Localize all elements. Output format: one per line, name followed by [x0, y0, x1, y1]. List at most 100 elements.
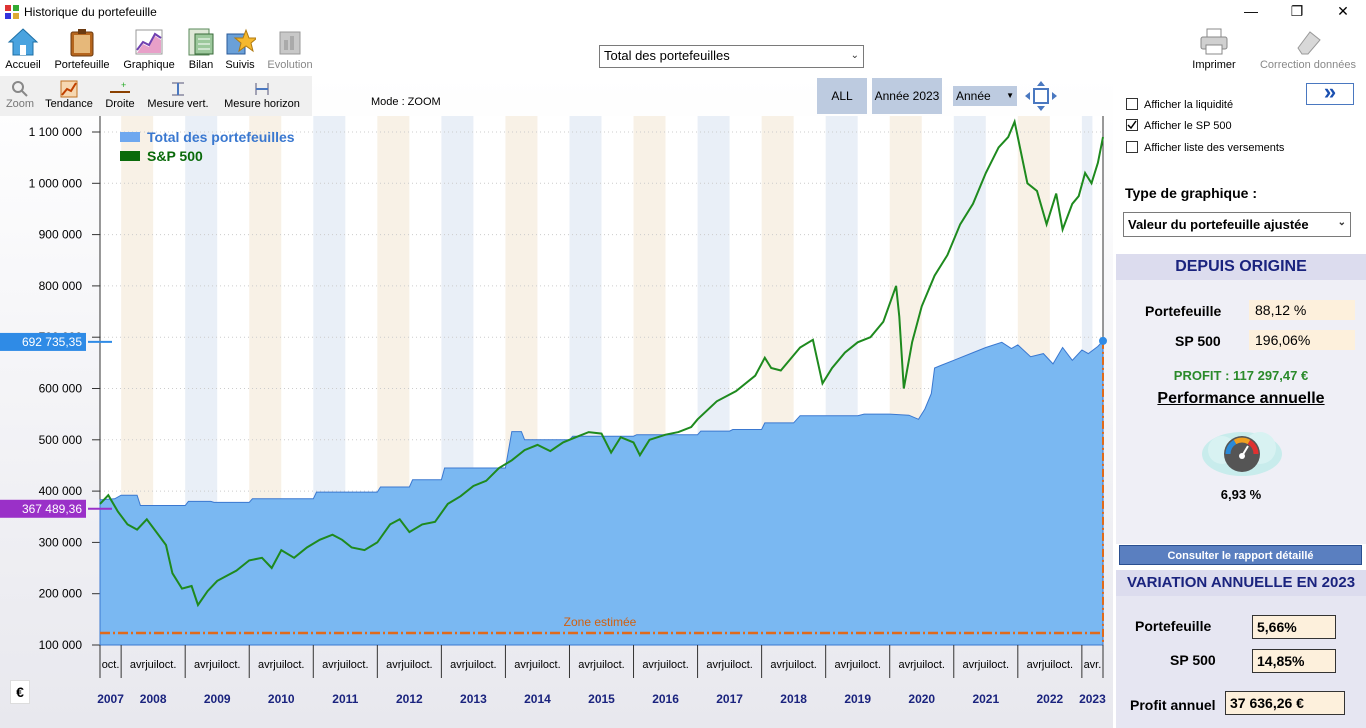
pan-arrows-icon[interactable] [1024, 80, 1058, 112]
year-label: 2015 [588, 692, 615, 706]
month-tick-label: avrjuiloct. [1027, 659, 1073, 671]
portfolio-value-marker [0, 332, 86, 351]
graphique-button[interactable]: Graphique [120, 26, 178, 71]
year-label: 2010 [268, 692, 295, 706]
month-tick-label: avrjuiloct. [578, 659, 624, 671]
sp500-value-marker [0, 499, 86, 518]
evolution-button[interactable]: Evolution [262, 26, 318, 71]
title-bar: Historique du portefeuille — ❐ ✕ [0, 0, 1366, 24]
portefeuille-button[interactable]: Portefeuille [50, 26, 114, 71]
year-label: 2018 [780, 692, 807, 706]
main-toolbar: Accueil Portefeuille Graphique Bilan Sui… [0, 24, 1366, 76]
eraser-icon [1297, 31, 1321, 55]
liquidite-label: Afficher la liquidité [1144, 99, 1234, 111]
imprimer-label: Imprimer [1192, 59, 1236, 71]
profit-annuel-value: 37 636,26 € [1225, 691, 1345, 715]
month-tick-label: oct. [102, 659, 120, 671]
year-label: 2013 [460, 692, 487, 706]
droite-button[interactable]: + Droite [102, 80, 138, 110]
minimize-button[interactable]: — [1244, 3, 1258, 19]
annee-select[interactable]: Année ▼ [953, 86, 1017, 106]
month-tick-label: avrjuiloct. [258, 659, 304, 671]
correction-button[interactable]: Correction données [1254, 26, 1362, 71]
mesure-vert-button[interactable]: Mesure vert. [144, 80, 212, 110]
accueil-button[interactable]: Accueil [4, 26, 42, 71]
versements-checkbox[interactable]: Afficher liste des versements [1126, 141, 1284, 154]
sp500-line [99, 118, 1104, 608]
checkmark-icon [1126, 119, 1138, 131]
performance-value: 6,93 % [1220, 487, 1262, 502]
y-tick-label: 300 000 [39, 535, 83, 549]
home-icon [7, 28, 39, 56]
type-graphique-select[interactable]: Valeur du portefeuille ajustée ⌄ [1123, 212, 1351, 237]
zoom-button[interactable]: Zoom [4, 80, 36, 110]
dropdown-arrow-icon: ▼ [1006, 91, 1014, 100]
year-label: 2020 [908, 692, 935, 706]
y-tick-label: 900 000 [39, 228, 83, 242]
checkbox-box [1126, 98, 1138, 110]
gauge-cloud-icon [1202, 432, 1282, 476]
evolution-icon [279, 31, 301, 55]
annee-select-value: Année [956, 89, 991, 103]
var-portefeuille-label: Portefeuille [1135, 618, 1212, 634]
year-label: 2014 [524, 692, 551, 706]
profit-label: PROFIT : 117 297,47 € [1173, 368, 1309, 383]
expand-button[interactable]: » [1306, 81, 1354, 105]
annee-2023-button[interactable]: Année 2023 [872, 78, 942, 114]
versements-label: Afficher liste des versements [1144, 142, 1285, 154]
vertical-measure-icon [172, 82, 184, 96]
consulter-rapport-button[interactable]: Consulter le rapport détaillé [1119, 545, 1362, 565]
portfolio-value-label: 692 735,35 [22, 335, 82, 349]
y-tick-label: 100 000 [39, 638, 83, 652]
imprimer-button[interactable]: Imprimer [1188, 26, 1240, 71]
bilan-button[interactable]: Bilan [184, 26, 218, 71]
tendance-button[interactable]: Tendance [42, 80, 96, 110]
currency-badge: € [10, 680, 30, 704]
type-graphique-value: Valeur du portefeuille ajustée [1128, 217, 1309, 232]
bilan-label: Bilan [188, 59, 214, 71]
suivis-button[interactable]: Suivis [222, 26, 258, 71]
var-sp500-label: SP 500 [1170, 652, 1216, 668]
sp500-label-origin: SP 500 [1175, 333, 1221, 349]
year-label: 2017 [716, 692, 743, 706]
maximize-button[interactable]: ❐ [1290, 3, 1304, 19]
chart-icon [135, 29, 163, 55]
liquidite-checkbox[interactable]: Afficher la liquidité [1126, 98, 1233, 111]
year-label: 2019 [844, 692, 871, 706]
var-sp500-value: 14,85% [1252, 649, 1336, 673]
horizontal-measure-icon [255, 83, 269, 95]
chart-tools: Zoom Tendance + Droite Mesure vert. Mesu… [0, 76, 312, 116]
history-chart[interactable]: Zone estimée 100 000 200 000 300 000 400 00… [0, 76, 1113, 728]
zoom-label: Zoom [5, 98, 35, 110]
year-label: 2021 [972, 692, 999, 706]
all-button[interactable]: ALL [817, 78, 867, 114]
portfolio-icon [70, 29, 94, 57]
close-button[interactable]: ✕ [1337, 3, 1349, 19]
month-tick-label: avrjuiloct. [899, 659, 945, 671]
legend-sp500: S&P 500 [147, 148, 203, 164]
month-tick-label: avrjuiloct. [514, 659, 560, 671]
month-tick-label: avr. [1084, 659, 1102, 671]
variation-title: VARIATION ANNUELLE EN 2023 [1116, 570, 1366, 596]
legend-swatch-sp500 [120, 151, 140, 161]
mesure-vert-label: Mesure vert. [147, 98, 209, 110]
portfolio-select[interactable]: Total des portefeuilles ⌄ [599, 45, 864, 68]
y-tick-label: 400 000 [39, 484, 83, 498]
portfolio-end-point [1099, 336, 1107, 345]
month-tick-label: avrjuiloct. [834, 659, 880, 671]
balance-sheet-icon [188, 28, 214, 56]
graphique-label: Graphique [123, 59, 175, 71]
mesure-horizon-button[interactable]: Mesure horizon [218, 80, 306, 110]
month-tick-label: avrjuiloct. [450, 659, 496, 671]
month-tick-label: avrjuiloct. [194, 659, 240, 671]
month-tick-label: avrjuiloct. [386, 659, 432, 671]
sp500-checkbox[interactable]: Afficher le SP 500 [1126, 119, 1232, 132]
month-tick-label: avrjuiloct. [322, 659, 368, 671]
portefeuille-value-origin: 88,12 % [1249, 300, 1355, 320]
sp500-value-origin: 196,06% [1249, 330, 1355, 350]
performance-annuelle-title: Performance annuelle [1157, 390, 1325, 407]
mesure-horizon-label: Mesure horizon [224, 98, 300, 110]
legend-portfolio: Total des portefeuilles [147, 129, 295, 145]
depuis-origine-title: DEPUIS ORIGINE [1116, 254, 1366, 280]
y-tick-label: 600 000 [39, 382, 83, 396]
